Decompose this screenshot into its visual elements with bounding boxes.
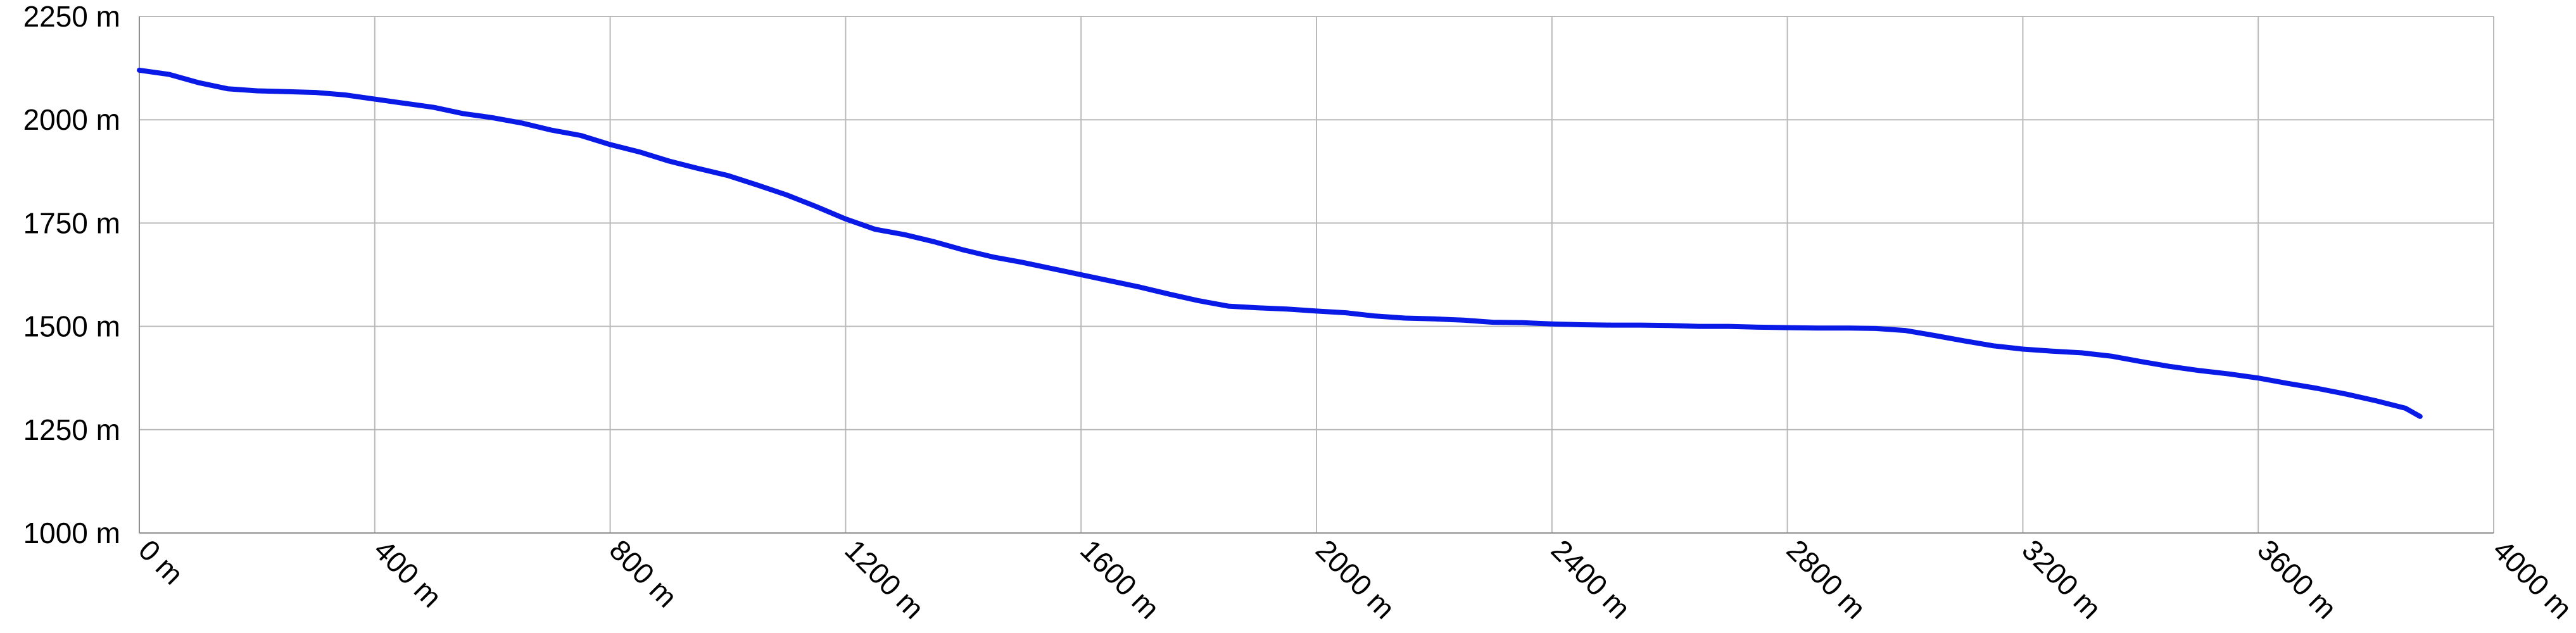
chart-series (137, 67, 2423, 419)
x-tick-label: 800 m (603, 533, 684, 613)
x-tick-label: 1600 m (1074, 533, 1166, 625)
y-axis-tick-labels: 1000 m 1250 m 1500 m 1750 m 2000 m 2250 m (23, 0, 120, 549)
x-tick-label: 2400 m (1545, 533, 1637, 625)
y-tick-label: 1750 m (23, 206, 120, 239)
x-tick-label: 4000 m (2487, 533, 2576, 625)
x-tick-label: 3600 m (2251, 533, 2343, 625)
x-tick-label: 2000 m (1310, 533, 1401, 625)
y-tick-label: 2250 m (23, 0, 120, 33)
x-tick-label: 400 m (368, 533, 448, 613)
elevation-series-line (137, 67, 2423, 419)
y-tick-label: 1000 m (23, 517, 120, 549)
x-tick-label: 3200 m (2016, 533, 2107, 625)
y-tick-label: 1250 m (23, 413, 120, 446)
y-tick-label: 2000 m (23, 103, 120, 136)
x-axis-tick-labels: 0 m 400 m 800 m 1200 m 1600 m 2000 m 2400 m 280… (132, 533, 2576, 625)
chart-grid (139, 16, 2494, 534)
x-tick-label: 2800 m (1781, 533, 1872, 625)
x-tick-label: 0 m (132, 533, 190, 591)
chart-axes (139, 16, 2494, 534)
x-tick-label: 1200 m (838, 533, 930, 625)
y-tick-label: 1500 m (23, 310, 120, 343)
